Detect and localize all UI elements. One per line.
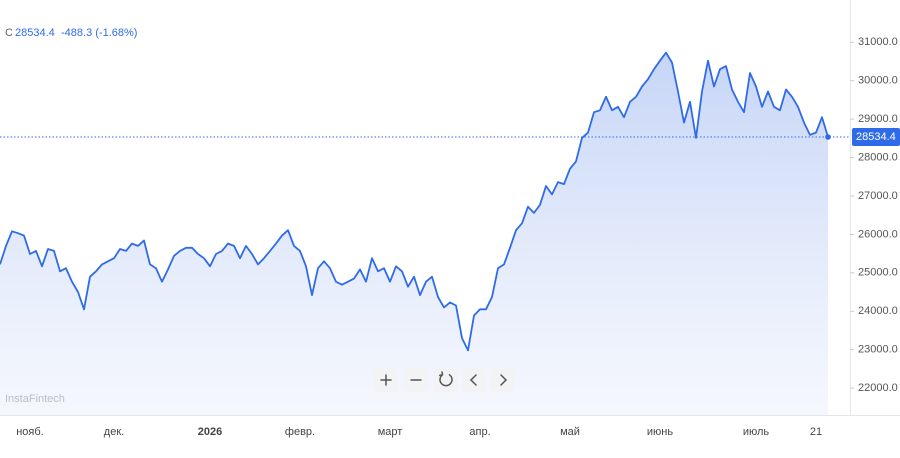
x-tick-label: нояб. xyxy=(16,426,44,438)
scroll-right-button[interactable] xyxy=(491,368,515,392)
y-tick-label: 31000.0 xyxy=(858,36,898,48)
y-tick-label: 26000.0 xyxy=(858,228,898,240)
area xyxy=(0,52,828,415)
y-tick-label: 27000.0 xyxy=(858,190,898,202)
watermark: InstaFintech xyxy=(5,393,65,405)
scroll-left-button[interactable] xyxy=(462,368,486,392)
line xyxy=(0,51,829,352)
header-change: -488.3 (-1.68%) xyxy=(61,27,137,39)
y-tick-label: 25000.0 xyxy=(858,267,898,279)
zoom-out-button[interactable] xyxy=(404,368,428,392)
x-tick-label: апр. xyxy=(469,426,490,438)
x-tick-label: июль xyxy=(743,426,770,438)
header: C 28534.4 -488.3 (-1.68%) xyxy=(5,27,137,39)
y-tick-label: 22000.0 xyxy=(858,382,898,394)
last-price-tag xyxy=(852,128,900,147)
plot-area xyxy=(0,51,829,415)
y-tick-label: 28000.0 xyxy=(858,151,898,163)
x-tick-label: март xyxy=(378,426,403,438)
y-tick-label: 24000.0 xyxy=(858,305,898,317)
reset-button[interactable] xyxy=(434,368,458,392)
y-tick-label: 29000.0 xyxy=(858,113,898,125)
x-tick-label: дек. xyxy=(104,426,124,438)
x-tick-label: февр. xyxy=(285,426,315,438)
x-tick-label: 21 xyxy=(810,426,822,438)
y-tick-label: 30000.0 xyxy=(858,75,898,87)
toolbar xyxy=(374,368,515,392)
header-label: C xyxy=(5,27,13,39)
last-price-label: 28534.4 xyxy=(856,131,896,143)
x-tick-label: 2026 xyxy=(198,426,222,438)
y-tick-label: 23000.0 xyxy=(858,344,898,356)
zoom-in-button[interactable] xyxy=(374,368,398,392)
x-tick-label: май xyxy=(560,426,580,438)
x-tick-label: июнь xyxy=(647,426,673,438)
header-price: 28534.4 xyxy=(15,27,55,39)
last-point xyxy=(825,134,831,140)
